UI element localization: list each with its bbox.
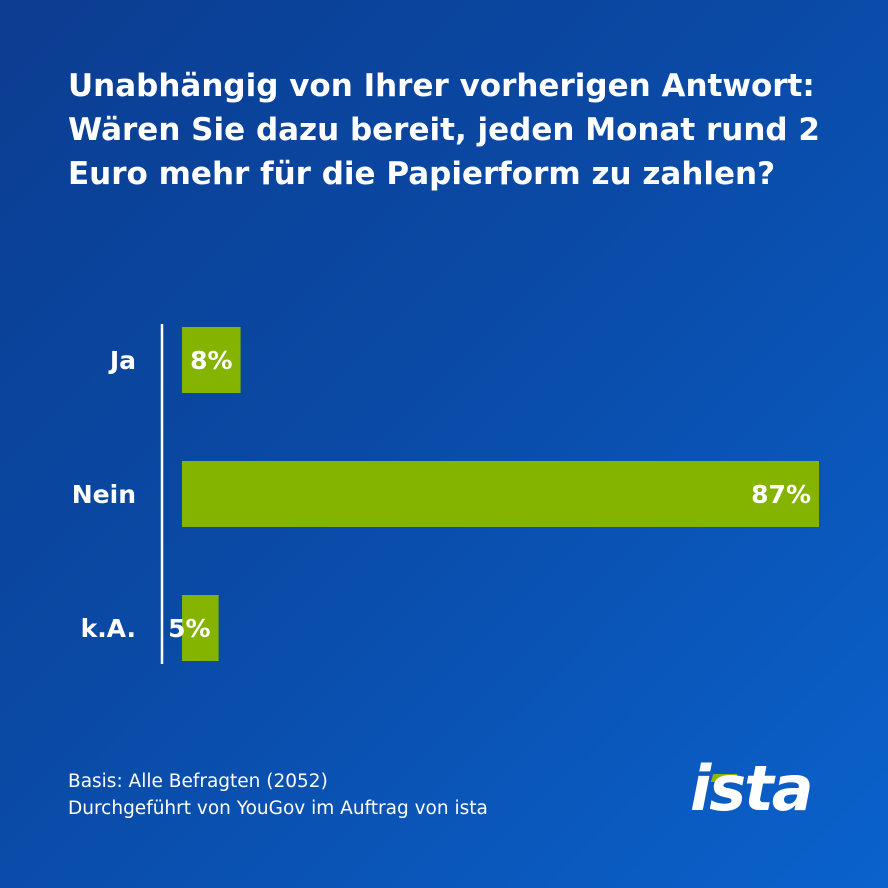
bar	[182, 595, 219, 661]
bar	[182, 461, 819, 527]
title-line-3: Euro mehr für die Papierform zu zahlen?	[68, 156, 776, 192]
value-label: 8%	[190, 346, 232, 375]
source-note: Durchgeführt von YouGov im Auftrag von i…	[68, 798, 488, 819]
title-line-2: Wären Sie dazu bereit, jeden Monat rund …	[68, 112, 820, 148]
category-label: Nein	[72, 480, 136, 509]
category-label: k.A.	[81, 614, 136, 643]
bar	[182, 327, 241, 393]
category-label: Ja	[108, 346, 136, 375]
value-label: 5%	[168, 614, 210, 643]
basis-note: Basis: Alle Befragten (2052)	[68, 771, 328, 792]
value-label: 87%	[751, 480, 811, 509]
chart-footer: Basis: Alle Befragten (2052) Durchgeführ…	[68, 768, 488, 822]
title-line-1: Unabhängig von Ihrer vorherigen Antwort:	[68, 68, 815, 104]
chart-title: Unabhängig von Ihrer vorherigen Antwort:…	[68, 64, 828, 196]
ista-logo: ista	[690, 752, 814, 825]
